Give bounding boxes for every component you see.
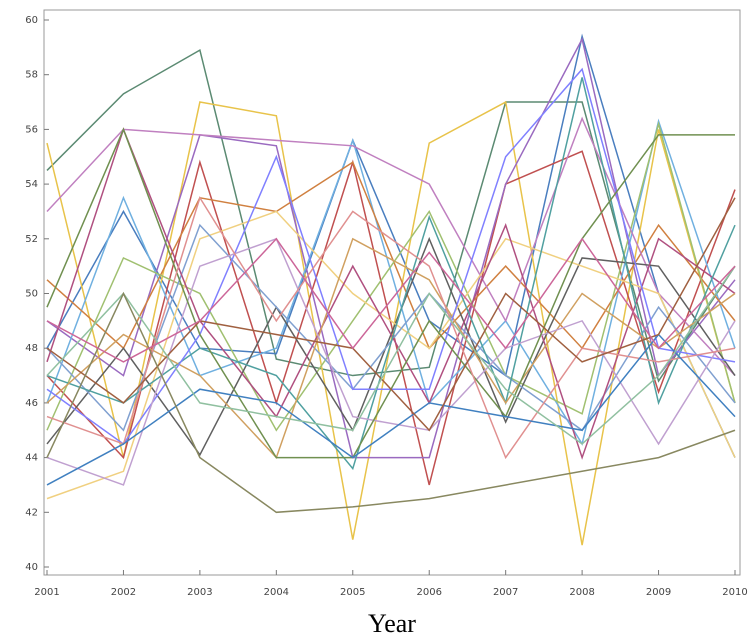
x-tick-label: 2003 <box>187 587 212 598</box>
x-tick-label: 2008 <box>569 587 594 598</box>
series-line <box>46 161 736 350</box>
x-axis-label: Year <box>368 609 416 638</box>
series-line <box>46 237 736 363</box>
series-line <box>46 237 736 460</box>
y-tick-label: 60 <box>25 15 38 26</box>
x-tick-label: 2009 <box>646 587 671 598</box>
x-tick-label: 2006 <box>416 587 441 598</box>
series-line <box>46 121 736 432</box>
plot-frame <box>43 9 741 576</box>
y-tick-label: 56 <box>25 124 38 135</box>
x-tick-label: 2001 <box>34 587 59 598</box>
y-tick-label: 42 <box>25 507 38 518</box>
y-tick-label: 58 <box>25 70 38 81</box>
y-tick-label: 44 <box>25 453 38 464</box>
series-line <box>46 197 736 432</box>
series-line <box>46 195 736 460</box>
x-tick-label: 2010 <box>722 587 747 598</box>
series-line <box>46 291 736 514</box>
x-tick-label: 2004 <box>264 587 289 598</box>
series-line <box>46 118 736 446</box>
x-tick-label: 2005 <box>340 587 365 598</box>
y-tick-label: 50 <box>25 289 38 300</box>
x-tick-label: 2007 <box>493 587 518 598</box>
y-tick-label: 46 <box>25 398 38 409</box>
x-tick-label: 2002 <box>111 587 136 598</box>
y-tick-label: 52 <box>25 234 38 245</box>
y-tick-label: 48 <box>25 343 38 354</box>
y-tick-label: 54 <box>25 179 38 190</box>
series-line <box>46 333 736 486</box>
series-line <box>46 265 736 445</box>
y-tick-label: 40 <box>25 562 38 573</box>
